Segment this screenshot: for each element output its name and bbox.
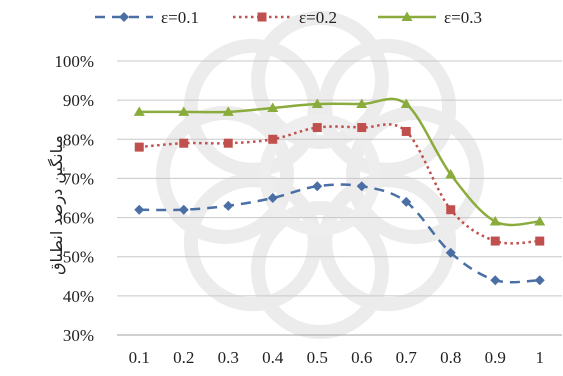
legend: ε=0.1 ε=0.2 ε=0.3 (95, 8, 482, 27)
data-point (268, 134, 278, 144)
data-point (179, 138, 189, 148)
x-tick-label: 0.5 (307, 348, 328, 367)
data-point (312, 181, 323, 192)
data-point (446, 205, 456, 215)
x-tick-label: 0.1 (129, 348, 150, 367)
x-tick-label: 0.2 (173, 348, 194, 367)
data-point (357, 123, 367, 133)
watermark-petal (318, 173, 457, 312)
data-point (534, 275, 545, 286)
data-point (490, 236, 500, 246)
data-point (134, 142, 144, 152)
watermark-petal (251, 201, 389, 339)
data-point (400, 98, 412, 109)
series-1 (134, 181, 545, 286)
x-axis: 0.1 0.2 0.3 0.4 0.5 0.6 0.7 0.8 0.9 1 (117, 334, 562, 367)
y-axis: 30% 40% 50% 60% 70% 80% 90% 100% (54, 52, 94, 345)
legend-item: ε=0.1 (95, 8, 199, 27)
data-point (534, 215, 546, 226)
data-point (178, 204, 189, 215)
y-tick-label: 30% (63, 326, 94, 345)
x-tick-label: 1 (536, 348, 545, 367)
x-tick-label: 0.4 (262, 348, 284, 367)
series-layer (133, 97, 546, 286)
x-tick-label: 0.8 (440, 348, 461, 367)
data-point (356, 181, 367, 192)
watermark-petal (183, 173, 322, 312)
x-tick-label: 0.6 (351, 348, 372, 367)
legend-label: ε=0.3 (444, 8, 482, 27)
y-tick-label: 40% (63, 287, 94, 306)
y-tick-label: 100% (54, 52, 94, 71)
y-tick-label: 60% (63, 209, 94, 228)
x-tick-label: 0.3 (218, 348, 239, 367)
data-point (267, 102, 279, 112)
data-point (356, 98, 368, 109)
legend-label: ε=0.2 (299, 8, 337, 27)
legend-marker (257, 12, 267, 22)
legend-item: ε=0.2 (233, 8, 337, 27)
watermark-petal (318, 38, 457, 177)
watermark-petal (251, 11, 389, 149)
data-point (490, 275, 501, 286)
data-point (134, 204, 145, 215)
data-point (401, 196, 412, 207)
data-point (312, 123, 322, 133)
data-point (489, 215, 501, 226)
legend-marker (401, 11, 413, 21)
data-point (311, 98, 323, 109)
data-point (401, 126, 411, 136)
data-point (267, 193, 278, 203)
series-3 (133, 97, 546, 227)
series-line (139, 97, 540, 227)
y-tick-label: 50% (63, 248, 94, 267)
data-point (178, 106, 190, 116)
legend-item: ε=0.3 (378, 8, 482, 27)
series-2 (134, 123, 545, 246)
watermark-ornament (156, 11, 484, 339)
data-point (222, 106, 234, 116)
data-point (133, 106, 145, 116)
y-tick-label: 90% (63, 91, 94, 110)
data-point (535, 236, 545, 246)
data-point (223, 138, 233, 148)
data-point (223, 200, 234, 211)
legend-label: ε=0.1 (161, 8, 199, 27)
x-tick-label: 0.7 (396, 348, 418, 367)
y-axis-label: میانگین درصد انطباق (47, 135, 67, 275)
data-point (445, 247, 456, 258)
legend-marker (119, 12, 129, 22)
x-tick-label: 0.9 (485, 348, 506, 367)
series-line (139, 183, 540, 284)
y-tick-label: 70% (63, 169, 94, 188)
y-tick-label: 80% (63, 130, 94, 149)
watermark-center (259, 114, 381, 236)
data-point (445, 169, 457, 179)
